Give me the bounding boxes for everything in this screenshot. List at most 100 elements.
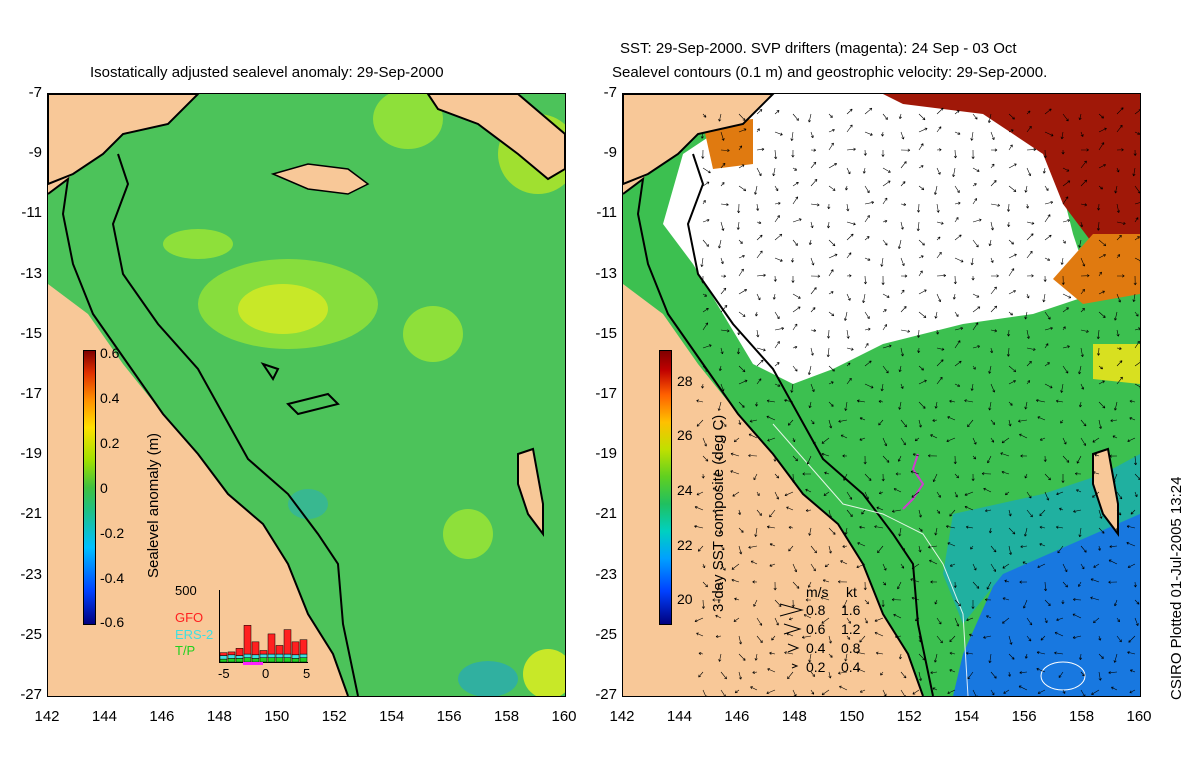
velocity-arrow [827, 203, 831, 210]
inset-bar-ers-8 [283, 653, 292, 658]
velocity-arrow [805, 488, 812, 493]
inset-bar-ers-6 [267, 653, 276, 658]
plot-credit: CSIRO Plotted 01-Jul-2005 13:24 [1168, 476, 1185, 700]
velocity-arrow [700, 131, 704, 139]
velocity-arrow [1108, 671, 1118, 675]
velocity-arrow [1026, 167, 1032, 177]
velocity-arrow [784, 651, 794, 655]
velocity-arrow [756, 491, 760, 496]
velocity-arrow [878, 400, 884, 404]
inset-bar-gfo-7 [275, 645, 284, 655]
left-map-title: Isostatically adjusted sealevel anomaly:… [90, 64, 444, 81]
left-lon-tick-5: 152 [321, 708, 347, 725]
velocity-arrow [1001, 437, 1010, 444]
velocity-arrow [1096, 329, 1100, 340]
velocity-arrow [1024, 473, 1028, 479]
right-lat-tick-2: -11 [596, 204, 617, 222]
sst-png-coast [623, 94, 775, 186]
velocity-arrow [970, 131, 974, 141]
velocity-arrow [702, 437, 707, 447]
velocity-arrow [846, 329, 850, 339]
velocity-arrow [1004, 491, 1010, 496]
velocity-arrow [1055, 399, 1064, 403]
velocity-arrow [1133, 275, 1137, 286]
velocity-arrow [788, 545, 794, 552]
velocity-arrow [1060, 257, 1064, 265]
velocity-arrow [756, 221, 762, 225]
velocity-arrow [972, 293, 980, 298]
velocity-arrow [717, 401, 722, 411]
inset-bar-gfo-10 [299, 639, 308, 655]
velocity-arrow [966, 617, 974, 622]
velocity-arrow [1126, 525, 1136, 529]
velocity-arrow [1044, 383, 1053, 389]
velocity-arrow [1008, 253, 1017, 259]
velocity-arrow [748, 454, 758, 458]
velocity-arrow [1094, 453, 1100, 457]
velocity-arrow [953, 275, 957, 285]
velocity-arrow [702, 563, 706, 569]
velocity-arrow [828, 239, 836, 247]
left-lon-tick-3: 148 [206, 708, 232, 725]
velocity-arrow [882, 113, 888, 120]
velocity-arrow [990, 221, 994, 231]
velocity-arrow [863, 581, 867, 591]
velocity-arrow [910, 578, 920, 583]
velocity-arrow [1026, 250, 1033, 259]
velocity-arrow [696, 399, 704, 403]
velocity-arrow [880, 671, 884, 676]
right-lon-tick-8: 158 [1069, 708, 1095, 725]
sst-cb-tick-2: 24 [677, 482, 693, 498]
velocity-arrow [732, 491, 740, 497]
velocity-arrow [964, 491, 974, 496]
velocity-arrow [731, 578, 740, 583]
sst-yellow-band [1093, 344, 1140, 384]
velocity-arrow [972, 113, 978, 120]
inset-bar-ers-5 [259, 653, 268, 658]
sst-cool-south [953, 504, 1140, 696]
velocity-arrow [1096, 221, 1100, 231]
right-lat-tick-4: -15 [595, 324, 617, 342]
velocity-arrow [990, 419, 996, 425]
velocity-arrow [882, 455, 890, 463]
velocity-arrow [856, 563, 866, 569]
velocity-arrow [702, 365, 708, 372]
velocity-arrow [1043, 149, 1047, 159]
velocity-arrow [1018, 685, 1028, 691]
velocity-arrow [810, 545, 817, 554]
velocity-arrow [774, 215, 780, 223]
velocity-arrow [936, 148, 942, 152]
velocity-arrow [1080, 347, 1084, 358]
velocity-arrow [1044, 343, 1049, 349]
velocity-arrow [827, 329, 831, 339]
velocity-arrow [720, 689, 726, 696]
velocity-arrow [1098, 401, 1106, 409]
velocity-arrow [828, 419, 833, 429]
velocity-arrow [828, 527, 836, 535]
velocity-arrow [1080, 274, 1090, 278]
velocity-arrow [954, 311, 959, 317]
velocity-arrow [792, 563, 798, 573]
velocity-arrow [891, 598, 902, 602]
velocity-arrow [736, 221, 740, 230]
inset-bar-gfo-6 [267, 633, 276, 655]
velocity-arrow [1061, 149, 1065, 155]
velocity-arrow [882, 324, 888, 331]
velocity-arrow [1007, 329, 1011, 337]
velocity-arrow [753, 599, 758, 607]
velocity-arrow [840, 560, 848, 565]
velocity-arrow [1062, 239, 1066, 244]
velocity-arrow [1002, 617, 1010, 624]
velocity-arrow [1134, 202, 1140, 205]
png-coast [48, 94, 200, 186]
velocity-arrow [846, 252, 852, 259]
velocity-arrow [792, 293, 801, 299]
velocity-arrow [1044, 257, 1051, 261]
velocity-arrow [828, 163, 837, 169]
velocity-arrow [988, 527, 992, 534]
velocity-arrow [720, 437, 725, 444]
velocity-arrow [738, 254, 745, 259]
right-lon-tick-2: 146 [724, 708, 750, 725]
velocity-arrow [918, 311, 927, 318]
velocity-arrow [774, 149, 778, 160]
